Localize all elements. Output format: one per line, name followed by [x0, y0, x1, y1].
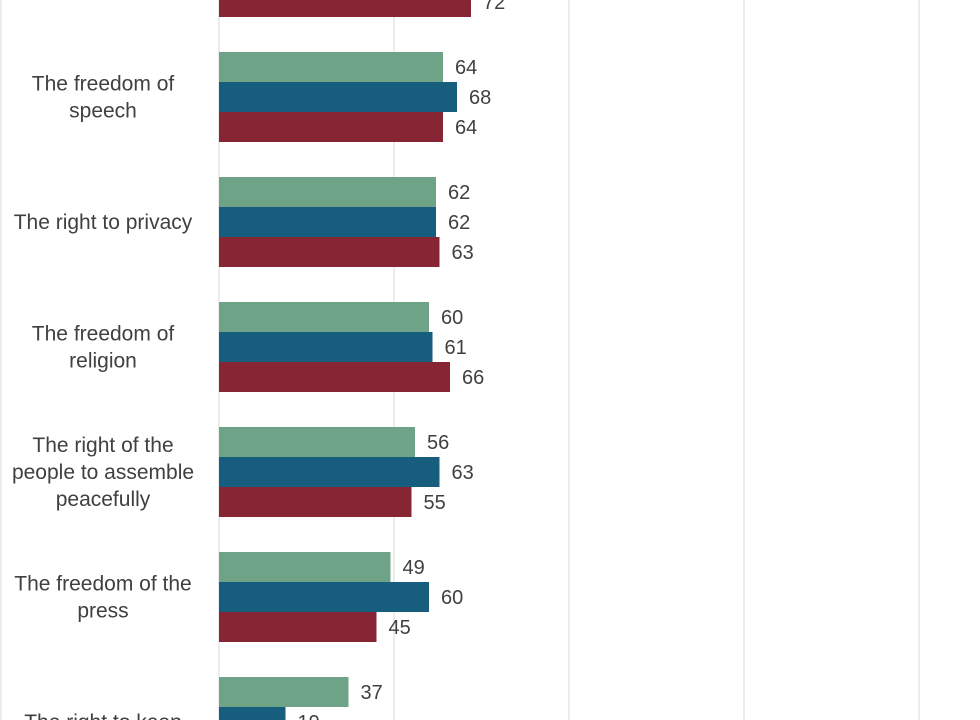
- bar-g1-s0: [219, 177, 436, 207]
- category-label-1-line-0: The right to privacy: [14, 211, 193, 234]
- value-label-g2-s1: 61: [445, 337, 467, 359]
- value-label-g0-s2: 64: [455, 117, 477, 139]
- bar-g2-s1: [219, 332, 433, 362]
- bar-g4-s0: [219, 552, 391, 582]
- category-label-3-line-2: peacefully: [56, 488, 151, 511]
- bar-partial-top: [219, 0, 471, 17]
- category-label-4-line-0: The freedom of the: [14, 573, 191, 596]
- bar-g1-s1: [219, 207, 436, 237]
- value-label-g4-s1: 60: [441, 587, 463, 609]
- value-label-g0-s1: 68: [469, 87, 491, 109]
- bar-layer: [219, 0, 471, 720]
- category-label-0-line-1: speech: [69, 100, 137, 123]
- value-label-g2-s0: 60: [441, 307, 463, 329]
- value-label-g0-s0: 64: [455, 57, 477, 79]
- bar-g5-s0: [219, 677, 349, 707]
- bar-g5-s1: [219, 707, 286, 720]
- category-label-3-line-0: The right of the: [32, 434, 173, 457]
- value-label-g3-s1: 63: [452, 462, 474, 484]
- value-label-partial-top: 72: [483, 0, 505, 14]
- value-label-g1-s0: 62: [448, 182, 470, 204]
- value-label-g3-s0: 56: [427, 432, 449, 454]
- value-label-g4-s0: 49: [403, 557, 425, 579]
- value-label-g4-s2: 45: [389, 617, 411, 639]
- bar-g3-s2: [219, 487, 412, 517]
- category-label-3-line-1: people to assemble: [12, 461, 194, 484]
- category-label-5-line-0: The right to keep: [24, 711, 182, 720]
- bar-g1-s2: [219, 237, 440, 267]
- category-label-0-line-0: The freedom of: [32, 73, 175, 96]
- bar-g3-s0: [219, 427, 415, 457]
- bar-g0-s0: [219, 52, 443, 82]
- bar-g2-s0: [219, 302, 429, 332]
- bar-g4-s1: [219, 582, 429, 612]
- bar-g2-s2: [219, 362, 450, 392]
- value-label-g5-s0: 37: [361, 682, 383, 704]
- category-label-4-line-1: press: [77, 600, 128, 623]
- value-label-g1-s2: 63: [452, 242, 474, 264]
- category-label-2-line-1: religion: [69, 350, 137, 373]
- value-label-g5-s1: 19: [298, 712, 320, 720]
- bar-g3-s1: [219, 457, 440, 487]
- bar-g4-s2: [219, 612, 377, 642]
- bar-g0-s1: [219, 82, 457, 112]
- value-label-g3-s2: 55: [424, 492, 446, 514]
- label-layer: 72 64 68 64 The freedom of speech 62 62 63 The ri…: [12, 0, 505, 720]
- category-label-2-line-0: The freedom of: [32, 323, 175, 346]
- bar-g0-s2: [219, 112, 443, 142]
- grid-layer: [0, 0, 920, 720]
- value-label-g2-s2: 66: [462, 367, 484, 389]
- value-label-g1-s1: 62: [448, 212, 470, 234]
